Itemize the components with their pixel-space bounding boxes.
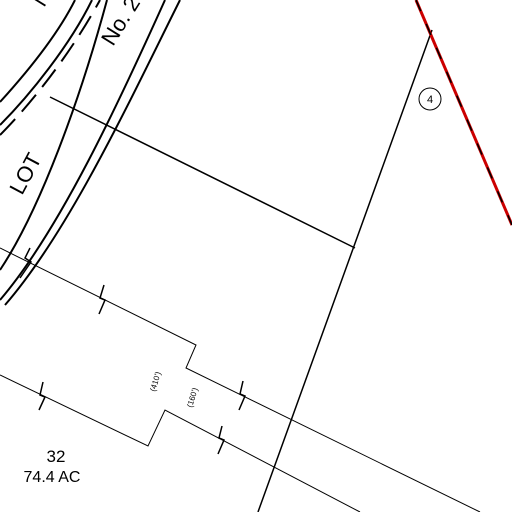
lot-label: LOT — [4, 149, 46, 199]
road-edge-2 — [0, 0, 93, 126]
lot-line-diagonal — [257, 29, 433, 512]
road-edge-1 — [0, 0, 76, 103]
break-marks — [19, 247, 246, 455]
parcel-circle-marker — [418, 87, 442, 111]
road-centerline — [0, 0, 101, 136]
parcel-acreage: 74.4 AC — [24, 469, 81, 486]
lot-lines — [49, 29, 433, 512]
parcel-boundary-lower — [0, 374, 361, 512]
parcel-circle-number: 4 — [427, 94, 433, 106]
break-mark — [19, 247, 33, 279]
road-edge-5 — [4, 0, 181, 306]
break-mark — [217, 425, 225, 455]
lot-line-upper — [49, 96, 356, 249]
parcel-boundary-upper — [0, 247, 481, 512]
road-name-label: No. 2 — [96, 0, 145, 50]
road-edge-3 — [0, 0, 108, 271]
road-edge-4 — [0, 0, 166, 301]
red-boundary-line — [414, 0, 512, 226]
dimension-label-b: (160') — [185, 386, 200, 408]
break-mark — [238, 380, 246, 411]
break-mark — [38, 381, 47, 411]
dimension-label-a: (410') — [148, 370, 163, 392]
road-name-label-top: N — [27, 0, 57, 11]
parcel-boundaries — [0, 247, 481, 512]
break-mark — [98, 284, 106, 315]
road-outlines — [0, 0, 181, 306]
parcel-number: 32 — [47, 447, 66, 466]
